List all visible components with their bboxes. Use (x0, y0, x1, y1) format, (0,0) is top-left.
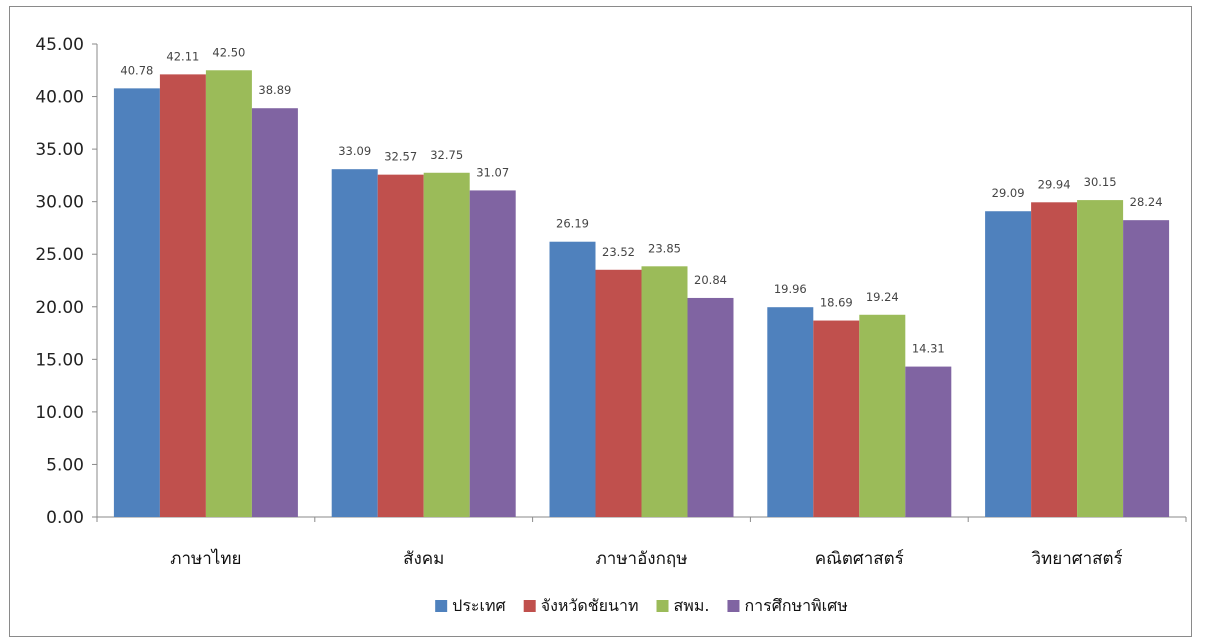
data-label: 29.09 (992, 186, 1025, 200)
x-category-label: วิทยาศาสตร์ (1031, 549, 1123, 569)
data-label: 38.89 (258, 83, 291, 97)
legend-label: จังหวัดชัยนาท (541, 596, 639, 615)
data-label: 30.15 (1084, 175, 1117, 189)
data-label: 20.84 (694, 273, 727, 287)
y-tick-label: 40.00 (35, 88, 84, 108)
y-tick-label: 25.00 (35, 245, 84, 265)
bar (595, 269, 642, 517)
bar (113, 88, 160, 518)
bar (859, 314, 906, 517)
data-label: 42.11 (166, 49, 199, 63)
data-label: 40.78 (120, 63, 153, 77)
y-tick-label: 10.00 (35, 403, 84, 423)
legend: ประเทศ จังหวัดชัยนาท สพม. การศึกษาพิเศษ (435, 596, 848, 615)
y-tick-label: 35.00 (35, 140, 84, 160)
data-labels: 40.78 42.11 42.50 38.89 33.09 32.57 32.75 31.07… (120, 45, 1162, 355)
y-tick-label: 20.00 (35, 298, 84, 318)
data-label: 19.96 (774, 282, 807, 296)
bar (767, 307, 814, 517)
legend-swatch (435, 600, 448, 612)
data-label: 28.24 (1130, 195, 1163, 209)
legend-item: การศึกษาพิเศษ (727, 596, 848, 615)
data-label: 29.94 (1038, 177, 1071, 191)
axes: 0.00 5.00 10.00 15.00 20.00 25.00 30.00 35.00 40… (35, 35, 1187, 569)
y-tick-label: 15.00 (35, 350, 84, 370)
legend-item: จังหวัดชัยนาท (523, 596, 639, 615)
bar (687, 297, 734, 517)
data-label: 23.52 (602, 245, 635, 259)
bar (1077, 200, 1124, 517)
legend-label: สพม. (674, 596, 710, 615)
x-category-label: คณิตศาสตร์ (815, 549, 904, 569)
bar (469, 190, 516, 517)
bar (549, 241, 596, 518)
bars (113, 70, 1170, 518)
bar (985, 211, 1032, 517)
data-label: 32.57 (384, 150, 417, 164)
data-label: 33.09 (338, 144, 371, 158)
x-category-label: สังคม (403, 549, 444, 569)
bar (1031, 202, 1078, 517)
data-label: 31.07 (476, 165, 509, 179)
legend-swatch (523, 600, 536, 612)
x-category-label: ภาษาไทย (170, 548, 241, 569)
bar (331, 169, 378, 518)
data-label: 26.19 (556, 217, 589, 231)
y-tick-label: 0.00 (46, 508, 84, 528)
data-label: 23.85 (648, 241, 681, 255)
bar (423, 172, 470, 517)
legend-item: ประเทศ (435, 596, 506, 615)
bar (813, 320, 860, 517)
bar (377, 174, 424, 517)
bar (905, 366, 952, 517)
bar (205, 70, 252, 518)
bar (251, 108, 298, 517)
legend-item: สพม. (656, 596, 710, 615)
data-label: 14.31 (912, 342, 945, 356)
y-tick-label: 45.00 (35, 35, 84, 55)
y-tick-label: 5.00 (46, 455, 84, 475)
legend-swatch (656, 600, 669, 612)
x-category-label: ภาษาอังกฤษ (596, 549, 688, 569)
data-label: 19.24 (866, 290, 899, 304)
y-tick-label: 30.00 (35, 193, 84, 213)
bar (1123, 220, 1170, 517)
data-label: 42.50 (212, 45, 245, 59)
data-label: 32.75 (430, 148, 463, 162)
legend-label: ประเทศ (452, 596, 506, 615)
data-label: 18.69 (820, 296, 853, 310)
legend-swatch (727, 600, 740, 612)
bar (641, 266, 688, 517)
legend-label: การศึกษาพิเศษ (744, 596, 847, 615)
bar (159, 74, 206, 518)
